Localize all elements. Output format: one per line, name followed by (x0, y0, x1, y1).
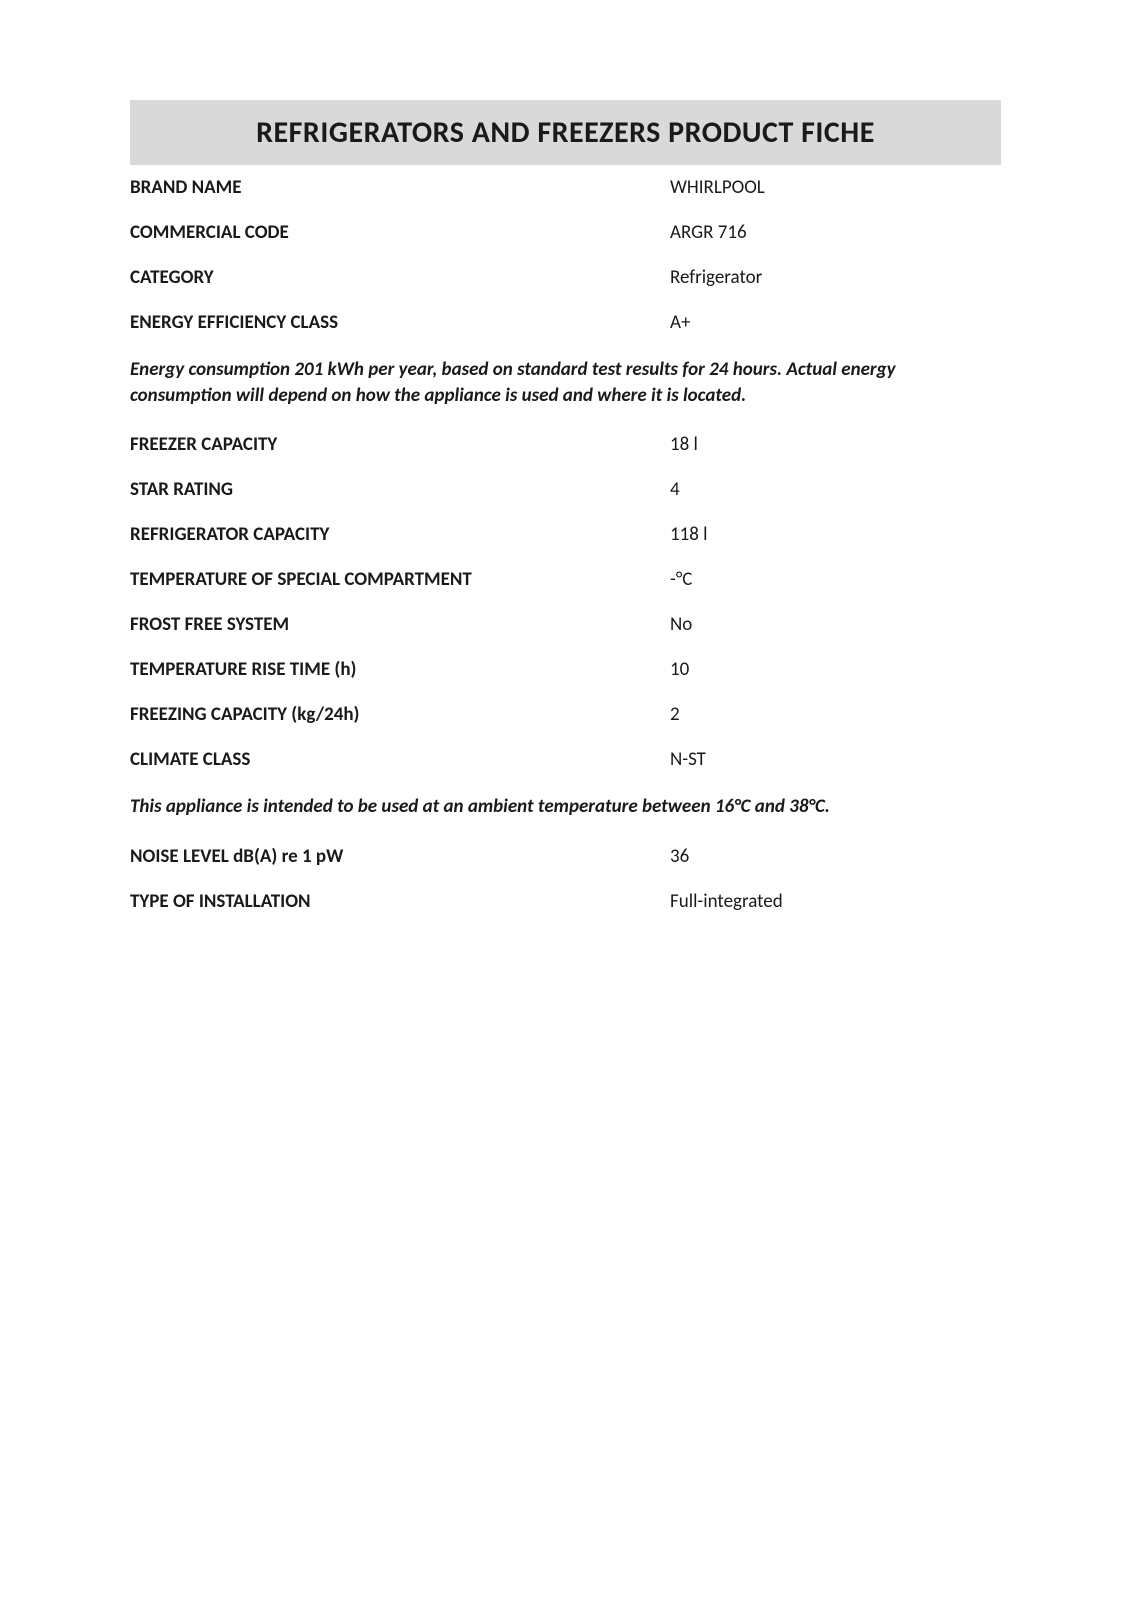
spec-value: Refrigerator (670, 266, 762, 289)
spec-label: CATEGORY (130, 266, 670, 289)
spec-row: CLIMATE CLASS N-ST (130, 737, 1001, 782)
spec-value: 2 (670, 703, 680, 726)
spec-value: N-ST (670, 748, 706, 771)
spec-value: Full-integrated (670, 890, 783, 913)
spec-label: FREEZING CAPACITY (kg/24h) (130, 703, 670, 726)
spec-row: TEMPERATURE RISE TIME (h) 10 (130, 647, 1001, 692)
spec-label: STAR RATING (130, 478, 670, 501)
page-title-bar: REFRIGERATORS AND FREEZERS PRODUCT FICHE (130, 100, 1001, 165)
spec-label: CLIMATE CLASS (130, 748, 670, 771)
spec-row: NOISE LEVEL dB(A) re 1 pW 36 (130, 834, 1001, 879)
spec-row: FREEZER CAPACITY 18 l (130, 422, 1001, 467)
spec-value: ARGR 716 (670, 221, 747, 244)
spec-value: -°C (670, 568, 692, 591)
spec-label: BRAND NAME (130, 176, 670, 199)
spec-row: TYPE OF INSTALLATION Full-integrated (130, 879, 1001, 924)
spec-row: BRAND NAME WHIRLPOOL (130, 165, 1001, 210)
spec-label: TEMPERATURE OF SPECIAL COMPARTMENT (130, 568, 670, 591)
spec-label: TEMPERATURE RISE TIME (h) (130, 658, 670, 681)
spec-row: TEMPERATURE OF SPECIAL COMPARTMENT -°C (130, 557, 1001, 602)
spec-value: 18 l (670, 433, 698, 456)
spec-value: A+ (670, 311, 690, 334)
spec-label: FROST FREE SYSTEM (130, 613, 670, 636)
spec-row: REFRIGERATOR CAPACITY 118 l (130, 512, 1001, 557)
spec-row: COMMERCIAL CODE ARGR 716 (130, 210, 1001, 255)
product-fiche-page: REFRIGERATORS AND FREEZERS PRODUCT FICHE… (0, 0, 1131, 1600)
spec-value: 36 (670, 845, 689, 868)
spec-row: STAR RATING 4 (130, 467, 1001, 512)
spec-label: FREEZER CAPACITY (130, 433, 670, 456)
spec-label: ENERGY EFFICIENCY CLASS (130, 311, 670, 334)
spec-row: ENERGY EFFICIENCY CLASS A+ (130, 300, 1001, 345)
spec-value: 118 l (670, 523, 708, 546)
spec-label: REFRIGERATOR CAPACITY (130, 523, 670, 546)
energy-consumption-note: Energy consumption 201 kWh per year, bas… (130, 345, 1001, 422)
spec-row: FREEZING CAPACITY (kg/24h) 2 (130, 692, 1001, 737)
spec-value: 10 (670, 658, 689, 681)
spec-label: COMMERCIAL CODE (130, 221, 670, 244)
spec-value: WHIRLPOOL (670, 176, 765, 199)
spec-value: 4 (670, 478, 680, 501)
spec-label: NOISE LEVEL dB(A) re 1 pW (130, 845, 670, 868)
spec-value: No (670, 613, 692, 636)
page-title: REFRIGERATORS AND FREEZERS PRODUCT FICHE (256, 114, 875, 151)
ambient-temperature-note: This appliance is intended to be used at… (130, 782, 1001, 834)
spec-row: FROST FREE SYSTEM No (130, 602, 1001, 647)
spec-label: TYPE OF INSTALLATION (130, 890, 670, 913)
spec-row: CATEGORY Refrigerator (130, 255, 1001, 300)
